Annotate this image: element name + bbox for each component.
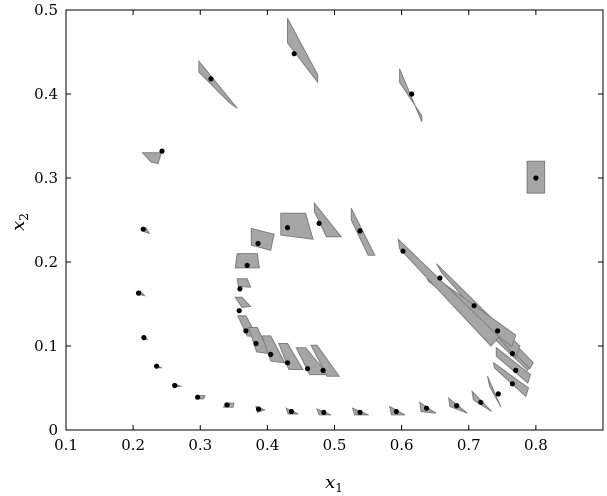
uncertainty-region xyxy=(261,335,286,364)
data-point xyxy=(135,290,142,296)
uncertainty-region xyxy=(234,296,252,308)
uncertainty-region xyxy=(234,253,260,269)
x-tick-label: 0.8 xyxy=(524,436,548,454)
y-axis-label: x2 xyxy=(8,213,31,231)
x-axis-label-subscript: 1 xyxy=(335,481,343,495)
data-point xyxy=(409,91,415,97)
uncertainty-region xyxy=(492,361,530,398)
data-point xyxy=(454,403,460,409)
data-point xyxy=(236,308,242,314)
data-points xyxy=(135,51,539,415)
uncertainty-region xyxy=(310,344,341,377)
y-tick-label: 0 xyxy=(48,421,58,439)
data-point xyxy=(393,408,399,415)
data-point xyxy=(320,367,326,373)
uncertainty-region xyxy=(397,237,500,347)
data-point xyxy=(141,335,147,341)
x-tick-label: 0.7 xyxy=(457,436,481,454)
data-point xyxy=(255,240,261,247)
data-point xyxy=(159,148,165,154)
uncertainty-region xyxy=(399,68,423,122)
axis-ticks: 0.1 0.2 0.3 0.4 0.5 0.6 0.7 0.800.10.20.30.40.5 xyxy=(34,1,603,454)
uncertainty-region xyxy=(487,376,502,408)
data-point xyxy=(284,225,291,231)
data-point xyxy=(244,262,250,268)
y-tick-label: 0.2 xyxy=(34,253,58,271)
y-tick-label: 0.1 xyxy=(34,337,58,355)
uncertainty-region xyxy=(250,227,275,251)
y-tick-label: 0.3 xyxy=(34,169,58,187)
data-point xyxy=(256,406,262,412)
data-point xyxy=(172,382,178,389)
data-point xyxy=(509,351,515,357)
data-point xyxy=(243,328,249,334)
uncertainty-region xyxy=(198,59,238,109)
data-point xyxy=(284,360,291,366)
data-point xyxy=(140,226,146,232)
data-point xyxy=(288,408,295,415)
data-point xyxy=(224,402,230,408)
uncertainty-region xyxy=(287,18,319,84)
data-point xyxy=(357,228,363,234)
data-point xyxy=(423,405,430,411)
x-tick-label: 0.1 xyxy=(54,436,78,454)
uncertainty-region xyxy=(140,290,146,297)
data-point xyxy=(437,275,443,281)
uncertainty-region xyxy=(313,201,343,238)
x-tick-label: 0.6 xyxy=(390,436,414,454)
uncertainty-regions xyxy=(140,18,546,416)
data-point xyxy=(495,328,501,334)
data-point xyxy=(513,367,519,373)
y-tick-label: 0.5 xyxy=(34,1,58,19)
x-tick-label: 0.3 xyxy=(188,436,212,454)
data-point xyxy=(316,220,322,226)
data-point xyxy=(495,391,501,397)
data-point xyxy=(237,286,243,292)
uncertainty-region xyxy=(278,343,304,370)
data-point xyxy=(533,175,539,181)
uncertainty-region xyxy=(236,278,252,288)
data-point xyxy=(357,409,363,415)
data-point xyxy=(478,399,484,405)
uncertainty-region xyxy=(350,207,376,256)
plot-frame xyxy=(65,9,604,431)
y-axis-label-subscript: 2 xyxy=(17,213,31,221)
data-point xyxy=(291,51,297,57)
x-axis-label-base: x xyxy=(325,472,335,493)
x-tick-label: 0.4 xyxy=(255,436,279,454)
data-point xyxy=(321,409,327,415)
y-tick-label: 0.4 xyxy=(34,85,58,103)
data-point xyxy=(400,248,406,254)
data-point xyxy=(305,366,311,372)
data-point xyxy=(509,381,515,387)
uncertainty-region xyxy=(141,152,162,165)
uncertainty-region xyxy=(280,212,314,240)
data-point xyxy=(471,303,477,309)
y-axis-label-base: x xyxy=(8,221,29,231)
x-tick-label: 0.5 xyxy=(323,436,347,454)
data-point xyxy=(208,76,214,82)
data-point xyxy=(268,351,274,357)
x-tick-label: 0.2 xyxy=(121,436,145,454)
data-point xyxy=(195,394,201,400)
data-point xyxy=(154,363,160,369)
data-point xyxy=(253,340,259,347)
x-axis-label: x1 xyxy=(325,472,343,495)
uncertainty-region xyxy=(495,346,532,384)
